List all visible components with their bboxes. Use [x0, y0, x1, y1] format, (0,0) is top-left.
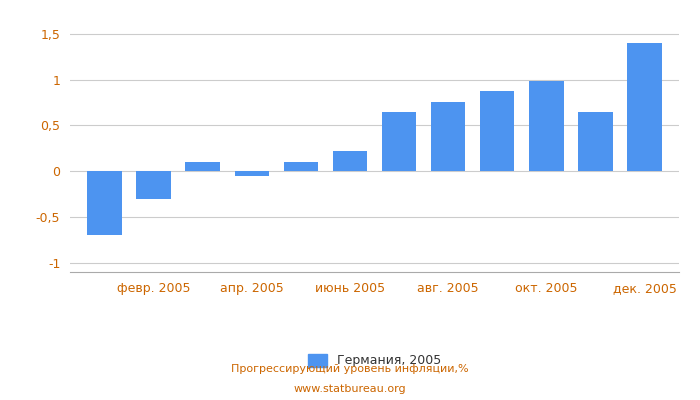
Bar — [627, 43, 662, 171]
Bar — [88, 171, 122, 235]
Text: www.statbureau.org: www.statbureau.org — [294, 384, 406, 394]
Bar — [480, 92, 514, 171]
Bar — [382, 112, 416, 171]
Bar — [186, 162, 220, 171]
Bar — [431, 102, 466, 171]
Bar — [332, 151, 367, 171]
Text: Прогрессирующий уровень инфляции,%: Прогрессирующий уровень инфляции,% — [231, 364, 469, 374]
Legend: Германия, 2005: Германия, 2005 — [303, 349, 446, 372]
Bar — [284, 162, 318, 171]
Bar — [136, 171, 171, 199]
Bar — [529, 81, 564, 171]
Bar — [578, 112, 612, 171]
Bar — [234, 171, 269, 176]
